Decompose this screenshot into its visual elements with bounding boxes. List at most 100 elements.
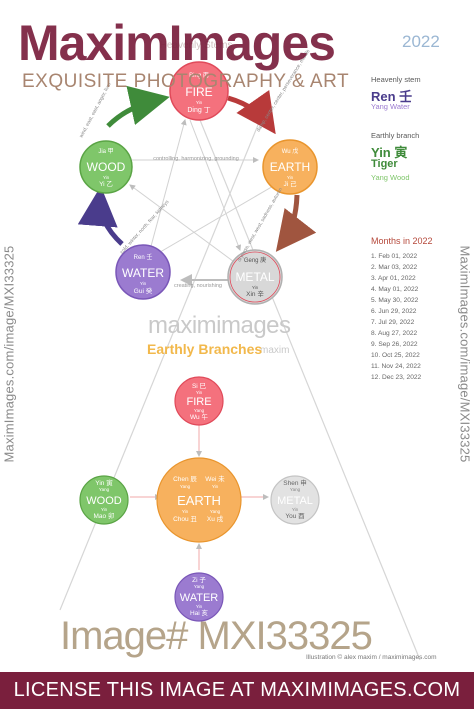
branch-fire-label: FIRE: [186, 396, 211, 408]
water-s1: Ren 壬: [134, 253, 153, 261]
wood-s1: Jia 甲: [98, 148, 113, 155]
brand-tagline: EXQUISITE PHOTOGRAPHY & ART: [22, 71, 350, 92]
metal-s2: Xin 辛: [246, 289, 264, 298]
earth-label: EARTH: [270, 160, 310, 174]
branch-fire-t2: Yang: [194, 408, 205, 413]
wood-circle: [79, 140, 133, 194]
branch-fire-t1: Yin: [196, 390, 203, 395]
arrow-fire-earth: [227, 89, 276, 135]
month-item: 4. May 01, 2022: [371, 286, 419, 293]
control-line: [149, 119, 187, 251]
heavenly-stem-title: Heavenly stem: [371, 75, 421, 84]
fire-circle: [169, 61, 229, 121]
earthly-branch-name: Yin 寅: [371, 145, 408, 160]
branch-earth-circle: [156, 457, 242, 543]
branch-water-b2: Hai 亥: [190, 608, 209, 617]
branch-fire-circle: [174, 376, 224, 426]
control-line: [154, 184, 276, 256]
branch-earth: Chen 辰 Wei 未 Yang Yin EARTH Yin Yang Cho…: [156, 457, 242, 543]
arrow-water-wood: [77, 186, 124, 246]
earth-circle: [262, 139, 318, 195]
branch-water-t2: Yin: [196, 604, 203, 609]
water-label: WATER: [122, 266, 164, 280]
branch-metal-circle: [270, 475, 320, 525]
branch-fire-b1: Si 巳: [192, 382, 207, 390]
month-item: 7. Jul 29, 2022: [371, 319, 415, 326]
branch-wood-b1: Yin 寅: [95, 478, 113, 487]
heavenly-stem-sub: Yang Water: [371, 102, 410, 111]
side-watermark-right: MaximImages.com/image/MXI33325: [457, 245, 473, 463]
diagonal-line: [59, 119, 261, 611]
branch-metal-t1: Yang: [290, 487, 301, 492]
node-earth: Wu 戊 EARTH Yin Ji 己: [262, 139, 318, 195]
node-metal: Geng 庚 METAL Yin Xin 辛: [227, 249, 283, 305]
diagonal-line: [199, 119, 421, 661]
month-item: 9. Sep 26, 2022: [371, 341, 418, 348]
metal-circle: [227, 249, 283, 305]
branch-fire-b2: Wu 午: [190, 412, 208, 421]
control-line: [189, 119, 242, 251]
node-fire: Bing 丙 FIRE Yin Ding 丁: [169, 61, 229, 121]
branch-metal: Shen 申 Yang METAL Yin You 酉: [270, 475, 320, 525]
controlling-star: [129, 119, 276, 271]
branch-water-b1: Zi 子: [192, 576, 206, 584]
month-item: 10. Oct 25, 2022: [371, 352, 420, 359]
wood-s2: Yi 乙: [99, 180, 113, 188]
branch-earth-b1: Chen 辰: [173, 475, 197, 483]
water-s2: Gui 癸: [134, 286, 153, 295]
branch-metal-label: METAL: [277, 495, 313, 507]
branch-wood-t1: Yang: [99, 487, 110, 492]
control-line: [129, 184, 246, 271]
branch-water-circle: [174, 572, 224, 622]
branch-wood-label: WOOD: [86, 495, 121, 507]
water-yin: Yin: [140, 281, 147, 286]
earth-s1: Wu 戊: [282, 147, 299, 155]
month-item: 6. Jun 29, 2022: [371, 308, 417, 315]
branch-earth-label: EARTH: [177, 493, 221, 508]
create-label: creating, nourishing: [174, 283, 222, 289]
branch-earth-b3: Chou 丑: [173, 515, 197, 523]
center-watermark-sub: maxim: [260, 345, 290, 356]
earthly-branch-animal: Tiger: [371, 158, 398, 170]
branch-connectors: [130, 425, 269, 570]
illustration-credit: Illustration © alex maxim / maximimages.…: [306, 654, 437, 661]
license-banner[interactable]: LICENSE THIS IMAGE AT MAXIMIMAGES.COM: [0, 672, 474, 709]
fire-s1: Bing 丙: [189, 72, 209, 79]
branch-wood-t2: Yin: [101, 507, 108, 512]
node-water: Ren 壬 WATER Yin Gui 癸: [115, 244, 171, 300]
month-item: 5. May 30, 2022: [371, 297, 419, 304]
year-label: 2022: [402, 32, 440, 51]
brand-logo: MaximImages: [18, 15, 336, 71]
control-label: controlling, harmonizing, grounding: [153, 156, 239, 162]
fire-yin: Yin: [196, 100, 203, 105]
fire-label: FIRE: [185, 85, 212, 99]
earth-yin: Yin: [287, 175, 294, 180]
month-item: 3. Apr 01, 2022: [371, 275, 416, 282]
water-circle: [115, 244, 171, 300]
branch-earth-t1: Yang: [180, 484, 191, 489]
branch-metal-t2: Yin: [292, 507, 299, 512]
image-number: Image# MXI33325: [60, 614, 373, 658]
branch-wood: Yin 寅 Yang WOOD Yin Mao 卯: [79, 475, 129, 525]
earthly-branch-title: Earthly branch: [371, 131, 420, 140]
earthly-branch-sub: Yang Wood: [371, 173, 410, 182]
branch-metal-b1: Shen 申: [283, 478, 307, 487]
month-item: 8. Aug 27, 2022: [371, 330, 418, 337]
month-item: 11. Nov 24, 2022: [371, 363, 421, 370]
metal-s1: Geng 庚: [244, 256, 266, 264]
month-item: 2. Mar 03, 2022: [371, 264, 418, 271]
arrow-earth-metal: [275, 194, 317, 252]
fire-s2: Ding 丁: [187, 106, 210, 114]
month-item: 12. Dec 23, 2022: [371, 374, 422, 381]
branch-earth-t3: Yin: [182, 509, 189, 514]
arrow-wood-fire: [106, 85, 170, 128]
earth-s2: Ji 己: [284, 180, 298, 188]
branch-wood-circle: [79, 475, 129, 525]
month-item: 1. Feb 01, 2022: [371, 253, 418, 260]
faded-title: Heavenly Stems: [160, 40, 233, 51]
branch-water-label: WATER: [180, 592, 219, 604]
branch-earth-t2: Yin: [212, 484, 219, 489]
earthly-branches-title: Earthly Branches: [147, 341, 263, 357]
months-title: Months in 2022: [371, 236, 433, 246]
